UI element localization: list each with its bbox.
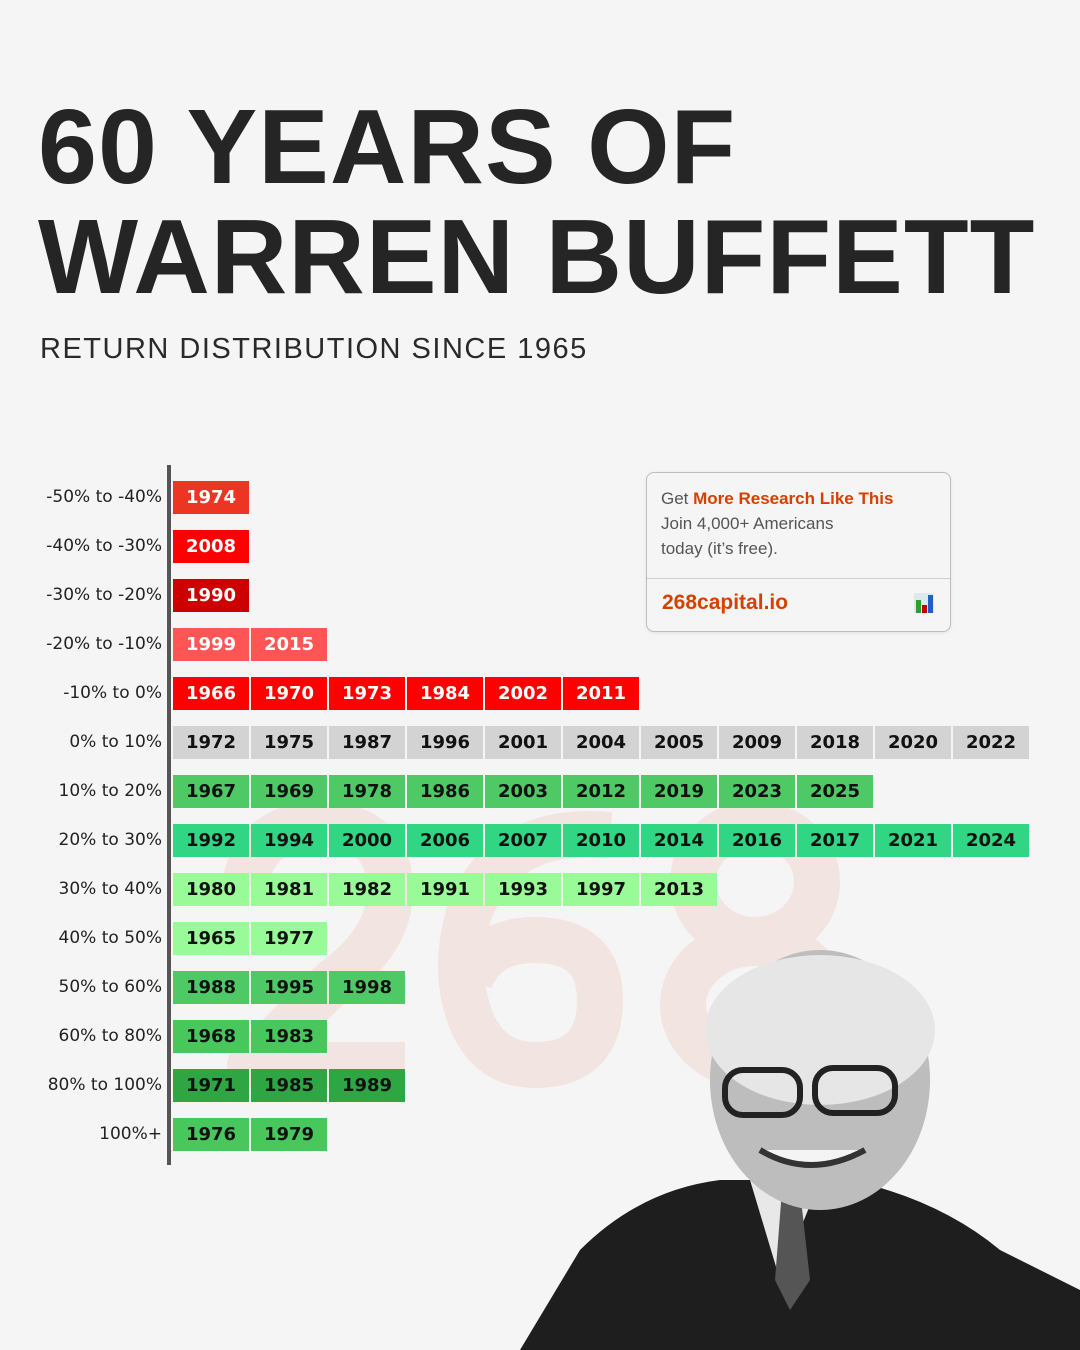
year-cell: 1975 xyxy=(251,726,327,759)
year-cell: 2019 xyxy=(641,775,717,808)
year-cell: 1993 xyxy=(485,873,561,906)
axis-line xyxy=(167,465,171,1165)
year-cell: 1968 xyxy=(173,1020,249,1053)
year-cell: 2009 xyxy=(719,726,795,759)
cta-card[interactable]: Get More Research Like This Join 4,000+ … xyxy=(646,472,951,632)
year-cell: 1990 xyxy=(173,579,249,612)
year-cell: 1982 xyxy=(329,873,405,906)
year-cell: 2016 xyxy=(719,824,795,857)
title-line-2: WARREN BUFFETT xyxy=(38,198,1036,316)
year-cell: 2004 xyxy=(563,726,639,759)
page-title: 60 YEARS OF WARREN BUFFETT xyxy=(38,92,1035,312)
year-cell: 2005 xyxy=(641,726,717,759)
year-cell: 2020 xyxy=(875,726,951,759)
year-cell: 2001 xyxy=(485,726,561,759)
year-cell: 2000 xyxy=(329,824,405,857)
year-cell: 2017 xyxy=(797,824,873,857)
row-label: 0% to 10% xyxy=(69,732,162,752)
title-line-1: 60 YEARS OF xyxy=(38,88,737,206)
cta-prefix: Get xyxy=(661,489,694,508)
year-cell: 2018 xyxy=(797,726,873,759)
year-cell: 1992 xyxy=(173,824,249,857)
year-cell: 2012 xyxy=(563,775,639,808)
year-cell: 2022 xyxy=(953,726,1029,759)
cta-line2: Join 4,000+ Americans xyxy=(661,514,834,533)
cta-highlight: More Research Like This xyxy=(693,489,894,508)
year-cell: 1977 xyxy=(251,922,327,955)
year-cell: 2015 xyxy=(251,628,327,661)
year-cell: 2007 xyxy=(485,824,561,857)
cta-divider xyxy=(647,578,950,579)
year-cell: 2003 xyxy=(485,775,561,808)
cta-link[interactable]: 268capital.io xyxy=(662,591,789,614)
year-cell: 1967 xyxy=(173,775,249,808)
year-cell: 1996 xyxy=(407,726,483,759)
year-cell: 2021 xyxy=(875,824,951,857)
subtitle: RETURN DISTRIBUTION SINCE 1965 xyxy=(40,333,588,365)
year-cell: 1998 xyxy=(329,971,405,1004)
year-cell: 2011 xyxy=(563,677,639,710)
row-label: 50% to 60% xyxy=(58,977,162,997)
year-cell: 2014 xyxy=(641,824,717,857)
year-cell: 1988 xyxy=(173,971,249,1004)
row-label: 20% to 30% xyxy=(58,830,162,850)
year-cell: 1984 xyxy=(407,677,483,710)
year-cell: 1979 xyxy=(251,1118,327,1151)
year-cell: 1978 xyxy=(329,775,405,808)
year-cell: 1966 xyxy=(173,677,249,710)
year-cell: 2006 xyxy=(407,824,483,857)
year-cell: 1997 xyxy=(563,873,639,906)
row-label: 10% to 20% xyxy=(58,781,162,801)
row-label: -40% to -30% xyxy=(46,536,162,556)
row-label: -20% to -10% xyxy=(46,634,162,654)
year-cell: 1980 xyxy=(173,873,249,906)
year-cell: 1972 xyxy=(173,726,249,759)
year-cell: 1981 xyxy=(251,873,327,906)
year-cell: 2023 xyxy=(719,775,795,808)
year-cell: 1987 xyxy=(329,726,405,759)
year-cell: 2013 xyxy=(641,873,717,906)
row-label: -30% to -20% xyxy=(46,585,162,605)
year-cell: 1994 xyxy=(251,824,327,857)
year-cell: 2025 xyxy=(797,775,873,808)
cta-line3: today (it’s free). xyxy=(661,539,778,558)
year-cell: 1985 xyxy=(251,1069,327,1102)
year-cell: 1969 xyxy=(251,775,327,808)
year-cell: 2002 xyxy=(485,677,561,710)
row-label: 30% to 40% xyxy=(58,879,162,899)
year-cell: 1965 xyxy=(173,922,249,955)
year-cell: 2024 xyxy=(953,824,1029,857)
bar-chart-icon xyxy=(914,593,934,613)
row-label: -10% to 0% xyxy=(63,683,162,703)
year-cell: 1991 xyxy=(407,873,483,906)
year-cell: 1974 xyxy=(173,481,249,514)
year-cell: 1989 xyxy=(329,1069,405,1102)
year-cell: 2010 xyxy=(563,824,639,857)
year-cell: 2008 xyxy=(173,530,249,563)
year-cell: 1983 xyxy=(251,1020,327,1053)
row-label: 60% to 80% xyxy=(58,1026,162,1046)
row-label: 80% to 100% xyxy=(47,1075,162,1095)
year-cell: 1995 xyxy=(251,971,327,1004)
year-cell: 1999 xyxy=(173,628,249,661)
row-label: -50% to -40% xyxy=(46,487,162,507)
row-label: 40% to 50% xyxy=(58,928,162,948)
year-cell: 1973 xyxy=(329,677,405,710)
year-cell: 1976 xyxy=(173,1118,249,1151)
warren-buffett-portrait xyxy=(520,950,1080,1350)
row-label: 100%+ xyxy=(99,1124,162,1144)
year-cell: 1986 xyxy=(407,775,483,808)
year-cell: 1971 xyxy=(173,1069,249,1102)
year-cell: 1970 xyxy=(251,677,327,710)
